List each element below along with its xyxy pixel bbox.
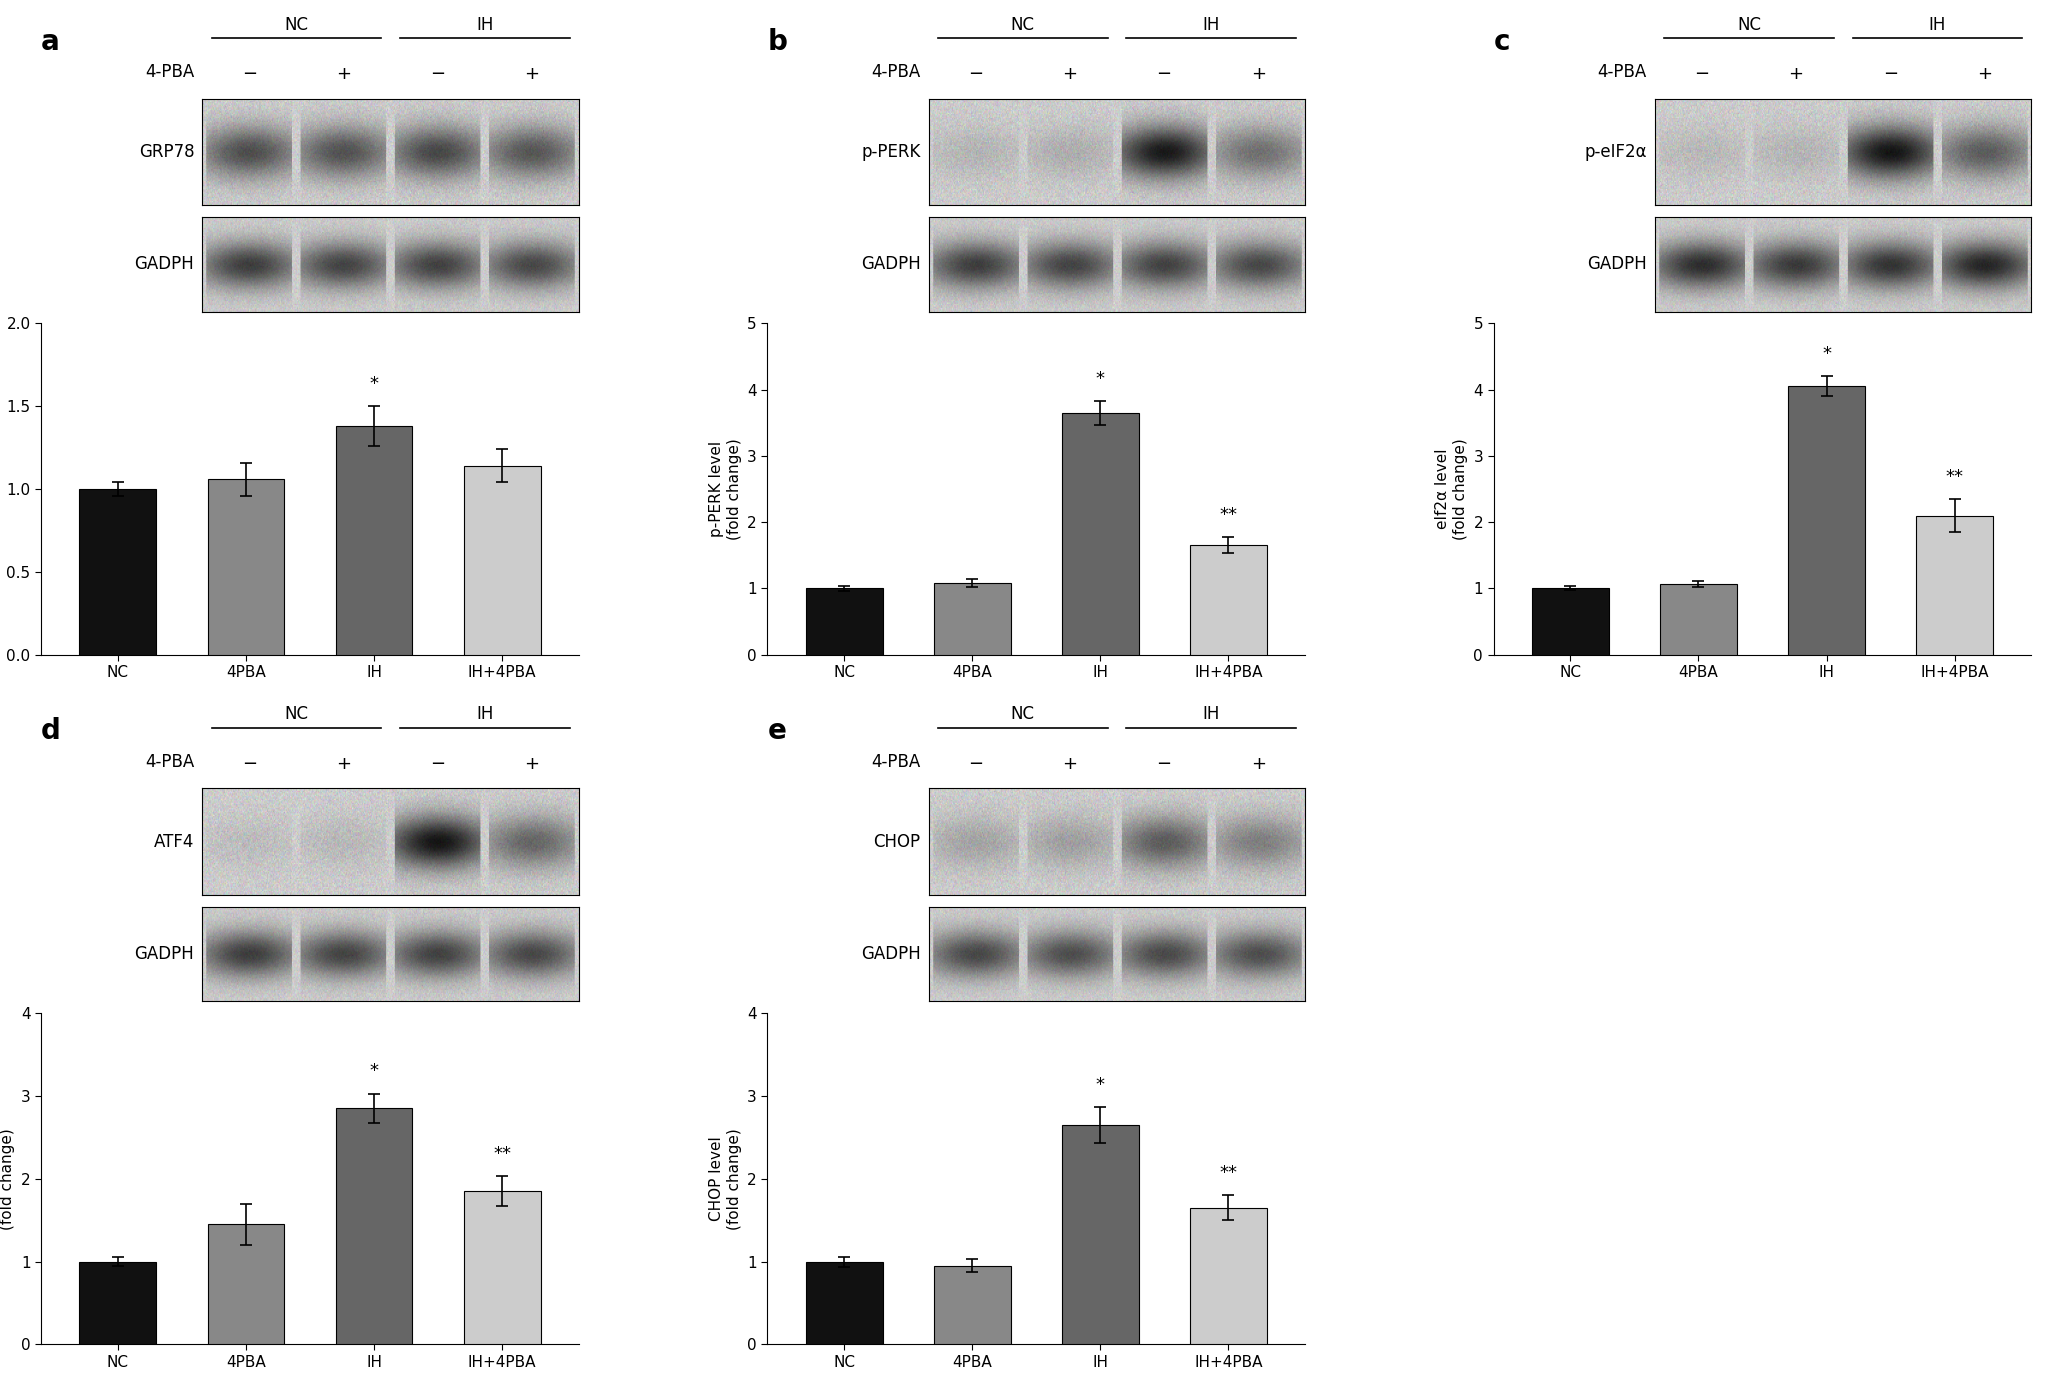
Text: d: d: [41, 718, 62, 746]
Bar: [80, 1261, 156, 1344]
Bar: [1533, 589, 1609, 654]
Bar: [1190, 546, 1266, 654]
Text: +: +: [525, 754, 540, 772]
Bar: [337, 1109, 412, 1344]
Text: **: **: [1219, 1164, 1237, 1182]
Text: IH: IH: [1202, 15, 1219, 33]
Bar: [207, 480, 285, 654]
Text: 4-PBA: 4-PBA: [872, 753, 921, 771]
Bar: [934, 1265, 1012, 1344]
Text: +: +: [1063, 754, 1077, 772]
Bar: [464, 466, 540, 654]
Text: NC: NC: [1012, 705, 1034, 723]
Text: 4-PBA: 4-PBA: [1599, 64, 1648, 82]
Text: *: *: [369, 376, 378, 394]
Text: GRP78: GRP78: [140, 143, 195, 161]
Text: +: +: [1789, 65, 1804, 83]
Text: *: *: [1096, 370, 1104, 388]
Text: GADPH: GADPH: [862, 255, 921, 273]
Y-axis label: ATF4 level
(fold change): ATF4 level (fold change): [0, 1128, 14, 1229]
Bar: [806, 589, 882, 654]
Bar: [207, 1224, 285, 1344]
Text: c: c: [1494, 28, 1510, 55]
Text: +: +: [1250, 65, 1266, 83]
Text: IH: IH: [476, 15, 495, 33]
Bar: [80, 489, 156, 654]
Y-axis label: p-PERK level
(fold change): p-PERK level (fold change): [710, 438, 741, 541]
Text: **: **: [1219, 506, 1237, 524]
Bar: [934, 584, 1012, 654]
Text: GADPH: GADPH: [135, 945, 195, 963]
Text: p-eIF2α: p-eIF2α: [1584, 143, 1648, 161]
Text: IH: IH: [1202, 705, 1219, 723]
Bar: [1660, 584, 1736, 654]
Text: −: −: [242, 65, 256, 83]
Text: +: +: [1250, 754, 1266, 772]
Text: a: a: [41, 28, 60, 55]
Text: b: b: [767, 28, 788, 55]
Text: NC: NC: [1738, 15, 1761, 33]
Text: IH: IH: [1929, 15, 1945, 33]
Text: ATF4: ATF4: [154, 833, 195, 851]
Text: IH: IH: [476, 705, 495, 723]
Text: **: **: [492, 1145, 511, 1163]
Bar: [1190, 1207, 1266, 1344]
Y-axis label: eIf2α level
(fold change): eIf2α level (fold change): [1436, 438, 1467, 541]
Text: GADPH: GADPH: [1586, 255, 1648, 273]
Text: e: e: [767, 718, 786, 746]
Bar: [1061, 1125, 1139, 1344]
Text: 4-PBA: 4-PBA: [146, 64, 195, 82]
Bar: [337, 426, 412, 654]
Text: −: −: [431, 754, 445, 772]
Text: +: +: [337, 65, 351, 83]
Text: NC: NC: [285, 15, 308, 33]
Text: GADPH: GADPH: [862, 945, 921, 963]
Text: GADPH: GADPH: [135, 255, 195, 273]
Text: +: +: [1063, 65, 1077, 83]
Text: −: −: [1695, 65, 1709, 83]
Bar: [1061, 413, 1139, 654]
Text: −: −: [969, 65, 983, 83]
Text: 4-PBA: 4-PBA: [872, 64, 921, 82]
Text: *: *: [1096, 1076, 1104, 1094]
Bar: [1787, 387, 1865, 654]
Text: −: −: [431, 65, 445, 83]
Bar: [1917, 516, 1992, 654]
Text: −: −: [969, 754, 983, 772]
Text: −: −: [1882, 65, 1898, 83]
Text: −: −: [1157, 754, 1172, 772]
Text: *: *: [369, 1062, 378, 1080]
Text: −: −: [1157, 65, 1172, 83]
Text: +: +: [525, 65, 540, 83]
Bar: [464, 1191, 540, 1344]
Text: *: *: [1822, 345, 1830, 363]
Text: p-PERK: p-PERK: [862, 143, 921, 161]
Text: −: −: [242, 754, 256, 772]
Y-axis label: CHOP level
(fold change): CHOP level (fold change): [710, 1128, 741, 1229]
Text: NC: NC: [1012, 15, 1034, 33]
Text: 4-PBA: 4-PBA: [146, 753, 195, 771]
Text: CHOP: CHOP: [874, 833, 921, 851]
Text: +: +: [337, 754, 351, 772]
Bar: [806, 1261, 882, 1344]
Text: NC: NC: [285, 705, 308, 723]
Text: **: **: [1945, 468, 1964, 485]
Text: +: +: [1976, 65, 1992, 83]
